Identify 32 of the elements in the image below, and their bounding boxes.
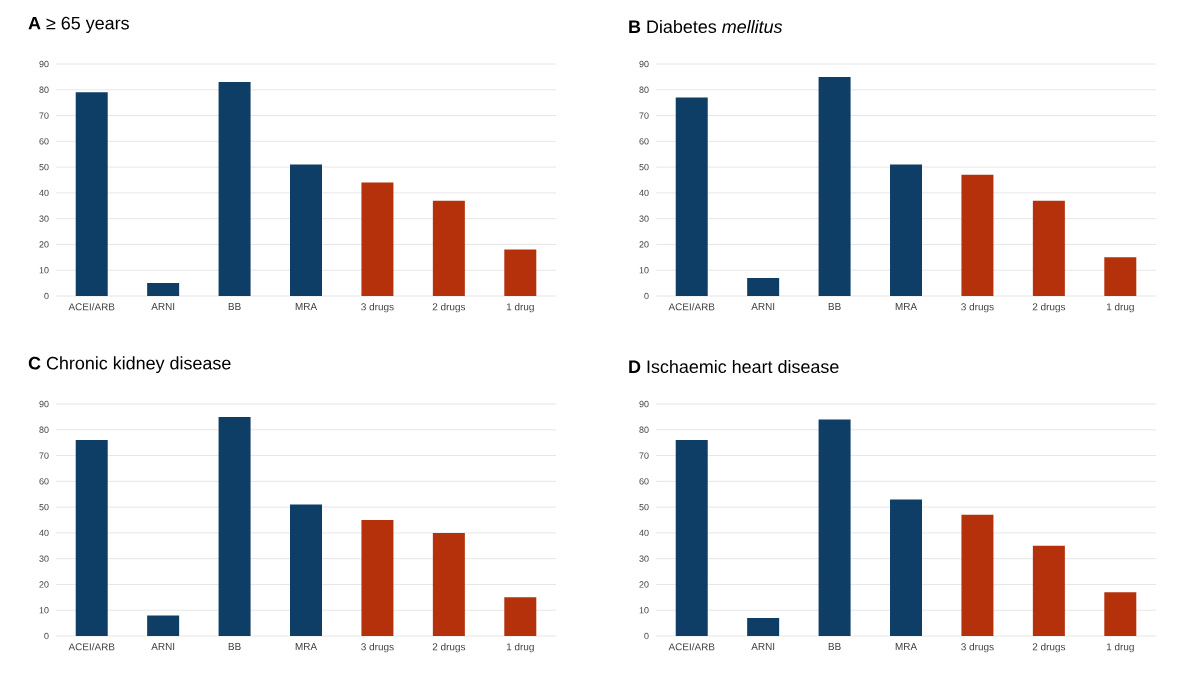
bar (675, 440, 708, 636)
bar (747, 617, 780, 636)
bar (1104, 592, 1137, 636)
bar (818, 76, 851, 296)
bar (818, 419, 851, 636)
bar (504, 249, 537, 296)
bar (432, 200, 465, 296)
bar (961, 174, 994, 296)
bar (75, 440, 108, 636)
bar (147, 615, 180, 636)
chart-title: D Ischaemic heart disease (629, 359, 839, 374)
bar (1032, 200, 1065, 296)
bar (290, 164, 323, 296)
bar (361, 520, 394, 636)
bar (218, 416, 251, 636)
bar (675, 97, 708, 296)
bar (75, 92, 108, 296)
bar (218, 82, 251, 296)
bar (147, 283, 180, 296)
bar (890, 499, 923, 636)
bar (961, 514, 994, 636)
bar (290, 504, 323, 636)
bar (361, 182, 394, 296)
chart-title: C Chronic kidney disease (28, 356, 231, 374)
chart-title: B Diabetes mellitus (629, 19, 783, 34)
chart-title: A ≥ 65 years (28, 16, 129, 34)
bar (1032, 545, 1065, 636)
bar (504, 597, 537, 636)
bar (1104, 257, 1137, 296)
bar (890, 164, 923, 296)
bar (432, 532, 465, 636)
bar (747, 277, 780, 296)
